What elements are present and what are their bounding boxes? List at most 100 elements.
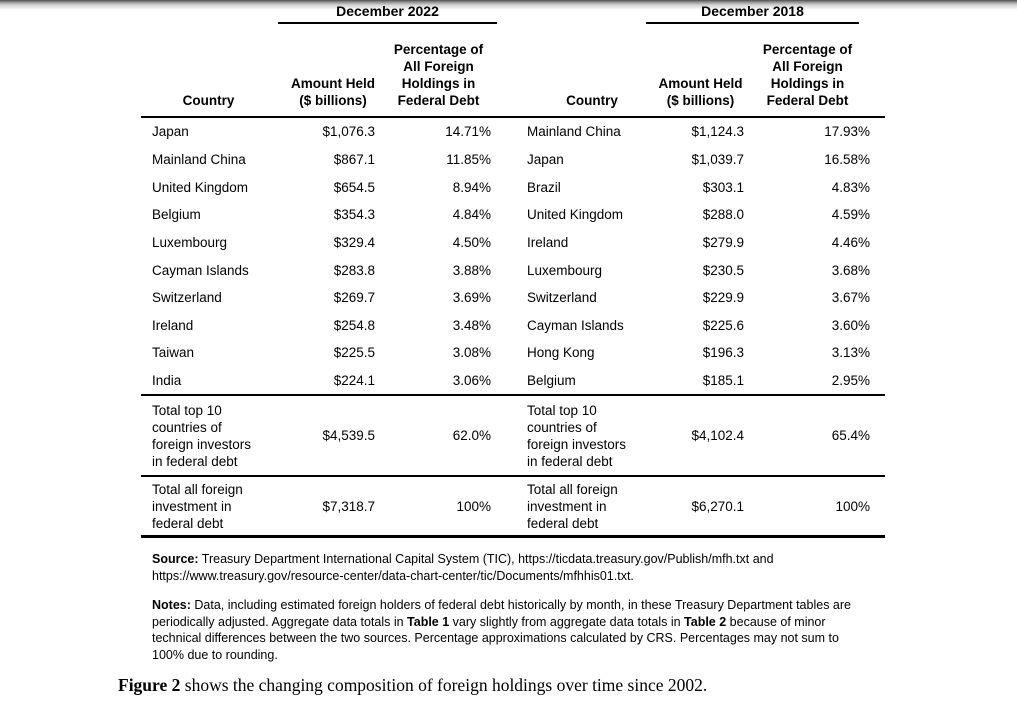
header-line: ($ billions)	[299, 93, 367, 108]
totals-top10-percentage-2018: 65.4%	[831, 428, 870, 444]
cell-percentage: 3.08%	[452, 345, 491, 361]
cell-country: Cayman Islands	[527, 317, 624, 333]
table-row: Mainland China $867.1 11.85% Japan $1,03…	[141, 146, 885, 174]
figure-2-caption: Figure 2 shows the changing composition …	[118, 675, 898, 696]
cell-percentage: 17.93%	[824, 124, 870, 140]
label-line: Total all foreign	[527, 481, 618, 497]
cell-country: Ireland	[527, 234, 569, 250]
label-line: foreign investors	[527, 436, 627, 452]
figure-2-label: Figure 2	[118, 675, 181, 695]
cell-percentage: 11.85%	[446, 151, 491, 167]
cell-country: India	[152, 373, 182, 389]
cell-country: Switzerland	[527, 290, 597, 306]
cell-amount: $229.9	[702, 290, 744, 306]
cell-percentage: 8.94%	[452, 179, 491, 195]
label-line: Total top 10	[527, 402, 597, 418]
cell-amount: $269.7	[333, 290, 375, 306]
label-line: Total all foreign	[152, 481, 243, 497]
cell-country: Belgium	[527, 373, 576, 389]
label-line: federal debt	[527, 515, 599, 531]
cell-country: Cayman Islands	[152, 262, 249, 278]
period-header-dec-2022: December 2022	[278, 3, 497, 24]
cell-percentage: 3.68%	[831, 262, 870, 278]
totals-all-foreign-row: Total all foreign investment in federal …	[141, 475, 885, 539]
header-line: Federal Debt	[766, 93, 849, 108]
period-header-dec-2018: December 2018	[646, 3, 859, 24]
cell-country: Hong Kong	[527, 345, 595, 361]
period-header-row: December 2022 December 2018	[141, 2, 885, 24]
label-line: investment in	[527, 498, 607, 514]
totals-all-percentage-2022: 100%	[456, 498, 491, 514]
header-line: Amount Held	[291, 76, 375, 91]
cell-country: Belgium	[152, 207, 201, 223]
cell-amount: $224.1	[333, 373, 375, 389]
table-row: Cayman Islands $283.8 3.88% Luxembourg $…	[141, 256, 885, 284]
cell-percentage: 4.50%	[452, 234, 491, 250]
notes-table1-ref: Table 1	[407, 614, 450, 629]
notes-text: Data, including estimated foreign holder…	[152, 598, 851, 629]
cell-amount: $283.8	[333, 262, 375, 278]
cell-amount: $225.5	[333, 345, 375, 361]
cell-percentage: 4.46%	[831, 234, 870, 250]
cell-country: Ireland	[152, 317, 194, 333]
column-header-country-2018: Country	[566, 93, 618, 108]
cell-amount: $1,076.3	[322, 124, 375, 140]
label-line: Total top 10	[152, 402, 222, 418]
header-line: Holdings in	[401, 76, 476, 91]
label-line: investment in	[152, 498, 232, 514]
totals-top10-label-2018: Total top 10 countries of foreign invest…	[499, 402, 657, 470]
cell-amount: $329.4	[333, 234, 375, 250]
totals-top10-percentage-2022: 62.0%	[452, 428, 491, 444]
header-line: Percentage of	[762, 42, 853, 57]
page-top-shadow	[0, 0, 1017, 10]
cell-percentage: 3.60%	[831, 317, 870, 333]
source-note: Source: Treasury Department Internationa…	[152, 551, 859, 584]
table-row: United Kingdom $654.5 8.94% Brazil $303.…	[141, 173, 885, 201]
table-footnotes: Source: Treasury Department Internationa…	[152, 551, 859, 663]
cell-percentage: 3.69%	[452, 290, 491, 306]
cell-country: Switzerland	[152, 290, 222, 306]
cell-amount: $225.6	[702, 317, 744, 333]
cell-percentage: 14.71%	[445, 124, 491, 140]
header-line: Amount Held	[658, 76, 743, 91]
totals-all-label-2018: Total all foreign investment in federal …	[499, 481, 657, 532]
column-header-amount-2018: Amount Held ($ billions)	[657, 75, 745, 109]
label-line: countries of	[527, 419, 597, 435]
cell-amount: $1,039.7	[691, 151, 744, 167]
figure-2-text: shows the changing composition of foreig…	[180, 675, 708, 695]
table-row: Belgium $354.3 4.84% United Kingdom $288…	[141, 201, 885, 229]
column-header-percentage-2018: Percentage of All Foreign Holdings in Fe…	[745, 41, 871, 109]
cell-percentage: 3.67%	[831, 290, 870, 306]
notes-label: Notes:	[152, 598, 191, 612]
cell-amount: $1,124.3	[691, 124, 744, 140]
label-line: in federal debt	[527, 453, 613, 469]
cell-country: Luxembourg	[527, 262, 603, 278]
cell-amount: $303.1	[702, 179, 744, 195]
cell-amount: $185.1	[702, 373, 744, 389]
cell-percentage: 2.95%	[831, 373, 870, 389]
totals-all-percentage-2018: 100%	[835, 498, 870, 514]
cell-country: Brazil	[527, 179, 561, 195]
cell-amount: $196.3	[702, 345, 744, 361]
cell-country: Mainland China	[527, 124, 621, 140]
column-header-country-2022: Country	[182, 93, 235, 108]
cell-amount: $288.0	[702, 207, 744, 223]
notes-table2-ref: Table 2	[684, 614, 727, 629]
cell-percentage: 3.06%	[452, 373, 491, 389]
column-header-row: Country Amount Held ($ billions) Percent…	[141, 24, 885, 118]
notes-note: Notes: Data, including estimated foreign…	[152, 597, 859, 663]
source-label: Source:	[152, 552, 199, 566]
cell-country: Luxembourg	[152, 234, 228, 250]
cell-percentage: 3.48%	[452, 317, 491, 333]
header-line: Percentage of	[393, 42, 484, 57]
totals-all-label-2022: Total all foreign investment in federal …	[141, 481, 291, 532]
table-row: Switzerland $269.7 3.69% Switzerland $22…	[141, 284, 885, 312]
column-header-percentage-2022: Percentage of All Foreign Holdings in Fe…	[386, 41, 499, 109]
cell-country: Taiwan	[152, 345, 195, 361]
table-row: Japan $1,076.3 14.71% Mainland China $1,…	[141, 118, 885, 146]
table-row: India $224.1 3.06% Belgium $185.1 2.95%	[141, 367, 885, 395]
source-text: Treasury Department International Capita…	[152, 552, 774, 583]
cell-percentage: 4.59%	[831, 207, 870, 223]
totals-all-amount-2022: $7,318.7	[322, 498, 375, 514]
totals-all-amount-2018: $6,270.1	[691, 498, 744, 514]
